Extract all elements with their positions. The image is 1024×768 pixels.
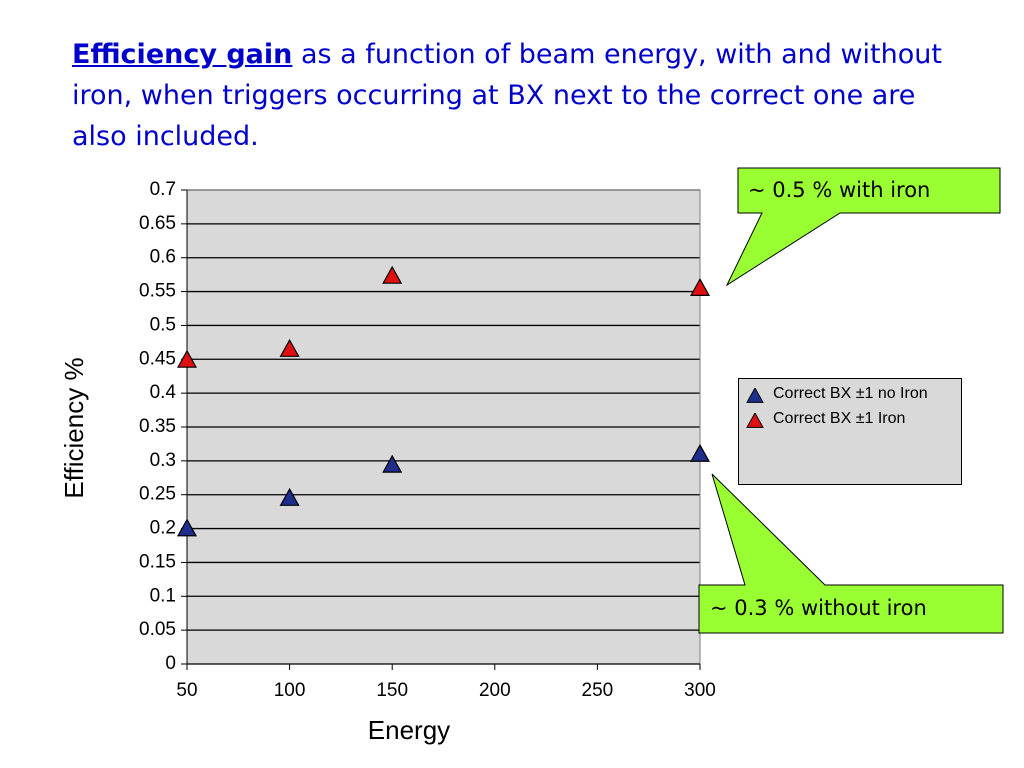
x-tick-label: 250	[582, 680, 614, 701]
y-tick-label: 0.65	[139, 213, 176, 234]
annotation: ~ 0.5 % with iron	[748, 178, 930, 202]
y-tick-label: 0.45	[139, 348, 176, 369]
data-point	[689, 277, 711, 296]
callout-shape	[725, 167, 1001, 287]
y-tick-label: 0.4	[150, 382, 177, 403]
x-tick-label: 150	[376, 680, 408, 701]
legend: Correct BX ±1 no Iron Correct BX ±1 Iron	[738, 378, 962, 485]
title-rest: as a function of beam energy, with and w…	[72, 39, 942, 152]
y-tick-label: 0.15	[139, 551, 176, 572]
y-tick-label: 0.25	[139, 484, 176, 505]
y-tick-label: 0.35	[139, 416, 176, 437]
data-point	[279, 487, 300, 506]
legend-label: Correct BX ±1 no Iron	[773, 385, 928, 402]
legend-item: Correct BX ±1 no Iron	[745, 385, 955, 404]
legend-item: Correct BX ±1 Iron	[745, 410, 955, 429]
y-tick-label: 0.1	[150, 585, 176, 606]
legend-marker	[746, 388, 764, 403]
annotation: ~ 0.3 % without iron	[710, 596, 927, 620]
title-lead: Efficiency gain	[72, 39, 293, 70]
x-axis-label: Energy	[368, 715, 450, 745]
y-tick-label: 0.3	[150, 450, 176, 471]
y-tick-label: 0.2	[150, 518, 176, 539]
y-tick-label: 0.6	[150, 247, 176, 268]
x-tick-label: 200	[479, 680, 511, 701]
data-point	[279, 338, 300, 357]
y-axis-label: Efficiency %	[59, 357, 89, 498]
y-tick-label: 0.7	[150, 179, 176, 200]
data-point	[382, 265, 403, 284]
x-tick-label: 50	[176, 680, 197, 701]
y-tick-label: 0.05	[139, 619, 176, 640]
data-point	[382, 454, 403, 473]
legend-marker	[746, 413, 764, 428]
x-tick-label: 300	[684, 680, 716, 701]
legend-symbol	[746, 413, 764, 428]
legend-label: Correct BX ±1 Iron	[773, 410, 906, 427]
grid	[187, 189, 700, 665]
slide-title: Efficiency gain as a function of beam en…	[72, 34, 962, 157]
data-point	[176, 518, 198, 537]
callout-shape	[698, 473, 1004, 634]
y-tick-label: 0.55	[139, 281, 176, 302]
x-tick-label: 100	[274, 680, 306, 701]
legend-symbol	[746, 388, 764, 403]
data-point	[689, 443, 711, 462]
y-tick-label: 0.5	[150, 314, 176, 335]
data-point	[176, 349, 198, 368]
y-tick-label: 0	[165, 653, 176, 674]
